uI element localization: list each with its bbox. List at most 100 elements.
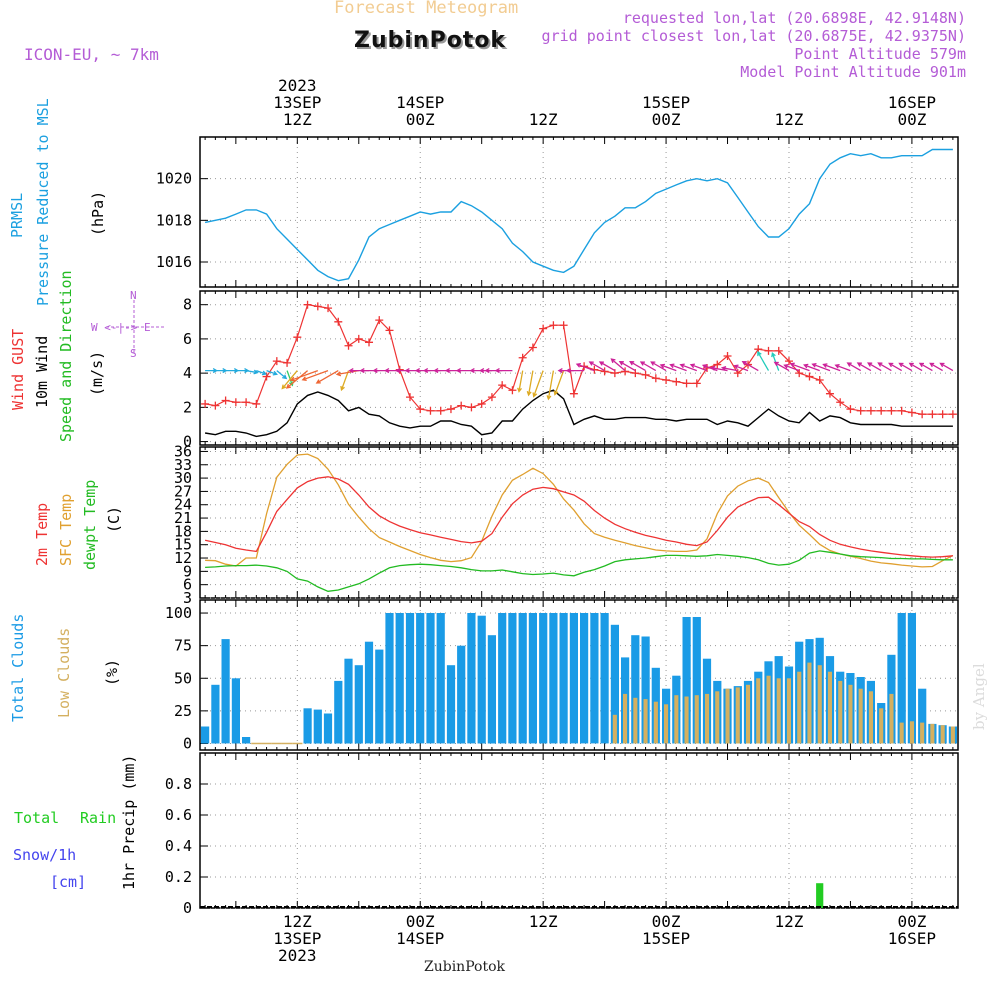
bottom-time-label-line xyxy=(498,947,588,964)
bottom-time-label: 00Z 15SEP xyxy=(621,913,711,964)
gust-marker xyxy=(559,321,568,330)
wind-arrow xyxy=(733,364,749,372)
gust-marker xyxy=(365,338,374,347)
wind-arrow xyxy=(315,370,339,384)
low-cloud-bar xyxy=(940,725,945,744)
gust-marker xyxy=(262,372,271,381)
wind-arrow xyxy=(639,361,657,372)
gust-marker xyxy=(303,300,312,309)
wind-arrow xyxy=(918,362,933,372)
wind-arrow xyxy=(803,363,820,372)
wind-arrow xyxy=(598,361,616,372)
gust-marker xyxy=(774,346,783,355)
gust-marker xyxy=(641,370,650,379)
low-cloud-bar xyxy=(817,665,822,744)
low-cloud-bar xyxy=(633,697,638,744)
gust-marker xyxy=(723,352,732,361)
gust-marker xyxy=(487,393,496,402)
low-cloud-bar xyxy=(715,691,720,744)
total-cloud-bar xyxy=(426,613,435,744)
gust-marker xyxy=(877,406,886,415)
low-cloud-bar xyxy=(664,704,669,744)
bottom-time-label-line xyxy=(867,947,957,964)
top-time-label-line xyxy=(498,94,588,111)
gust-marker xyxy=(825,389,834,398)
total-cloud-bar xyxy=(528,613,537,744)
total-cloud-bar xyxy=(518,613,527,744)
top-time-label: 14SEP 00Z xyxy=(375,77,465,128)
gust-marker xyxy=(815,375,824,384)
t2m-line xyxy=(204,476,953,558)
gust-marker xyxy=(405,393,414,402)
gust-marker xyxy=(938,410,947,419)
wind-unit: (m/s) xyxy=(88,350,106,396)
wind-arrow xyxy=(867,362,882,372)
low-cloud-bar xyxy=(838,680,843,744)
wind-arrow xyxy=(720,365,738,372)
wind-arrow xyxy=(846,362,862,372)
total-cloud-bar xyxy=(303,708,312,744)
y-tick-label: 75 xyxy=(174,637,192,655)
gust-marker xyxy=(498,381,507,390)
top-time-label-line xyxy=(498,77,588,94)
bottom-time-label-line xyxy=(498,930,588,947)
wind-arrow xyxy=(773,361,790,372)
total-cloud-bar xyxy=(897,613,906,744)
panel-frame xyxy=(199,446,959,599)
gust-marker xyxy=(672,377,681,386)
low-cloud-bar xyxy=(653,701,658,744)
top-time-label-line xyxy=(867,77,957,94)
compass-south: S xyxy=(130,347,137,360)
gust-marker xyxy=(211,401,220,410)
low-cloud-bar xyxy=(643,699,648,744)
low-cloud-bar xyxy=(797,671,802,744)
dewpt-line xyxy=(205,550,953,592)
top-time-label: 12Z xyxy=(744,77,834,128)
y-tick-label: 0 xyxy=(183,899,192,917)
pressure-unit: (hPa) xyxy=(89,190,107,236)
wind-arrow xyxy=(517,370,524,393)
wind-arrow xyxy=(546,370,555,401)
y-tick-label: 33 xyxy=(174,456,192,474)
bottom-time-label-line: 16SEP xyxy=(887,929,936,948)
bottom-time-label-line: 00Z xyxy=(651,912,681,931)
panel-frame xyxy=(199,136,959,288)
compass-north: N xyxy=(130,289,137,302)
footer-station: ZubinPotok xyxy=(424,959,506,975)
total-cloud-bar xyxy=(436,613,445,744)
gust-marker xyxy=(252,399,261,408)
top-time-label-line: 12Z xyxy=(528,110,558,129)
y-tick-label: 21 xyxy=(174,509,192,527)
gust-marker xyxy=(293,333,302,342)
wind-arrow xyxy=(340,370,350,392)
wind-arrow xyxy=(929,362,943,372)
gust-marker xyxy=(201,399,210,408)
wind-arrow xyxy=(650,361,667,372)
cloud-unit: (%) xyxy=(103,658,121,686)
gust-marker xyxy=(784,357,793,366)
total-cloud-bar xyxy=(477,615,486,744)
gust-marker xyxy=(764,346,773,355)
gust-marker xyxy=(313,302,322,311)
gust-marker xyxy=(805,372,814,381)
total-cloud-bar xyxy=(334,680,343,744)
gust-marker xyxy=(508,386,517,395)
gust-marker xyxy=(928,410,937,419)
low-cloud-bar xyxy=(746,684,751,744)
top-time-label-line: 2023 xyxy=(278,76,317,95)
top-time-label-line: 16SEP xyxy=(887,93,936,112)
gust-marker xyxy=(385,326,394,335)
bottom-time-label-line: 12Z xyxy=(282,912,312,931)
station-title: ZubinPotok xyxy=(354,28,507,53)
gust-marker xyxy=(457,401,466,410)
top-time-label-line xyxy=(744,77,834,94)
low-cloud-bar xyxy=(623,693,628,744)
wind-line xyxy=(204,389,953,438)
low-cloud-bar xyxy=(879,708,884,744)
temp-unit: (C) xyxy=(105,505,123,533)
wind-arrow xyxy=(285,370,309,389)
wind-arrow xyxy=(532,370,544,398)
top-time-label: 12Z xyxy=(498,77,588,128)
total-label: Total xyxy=(14,809,60,827)
gust-marker xyxy=(662,375,671,384)
